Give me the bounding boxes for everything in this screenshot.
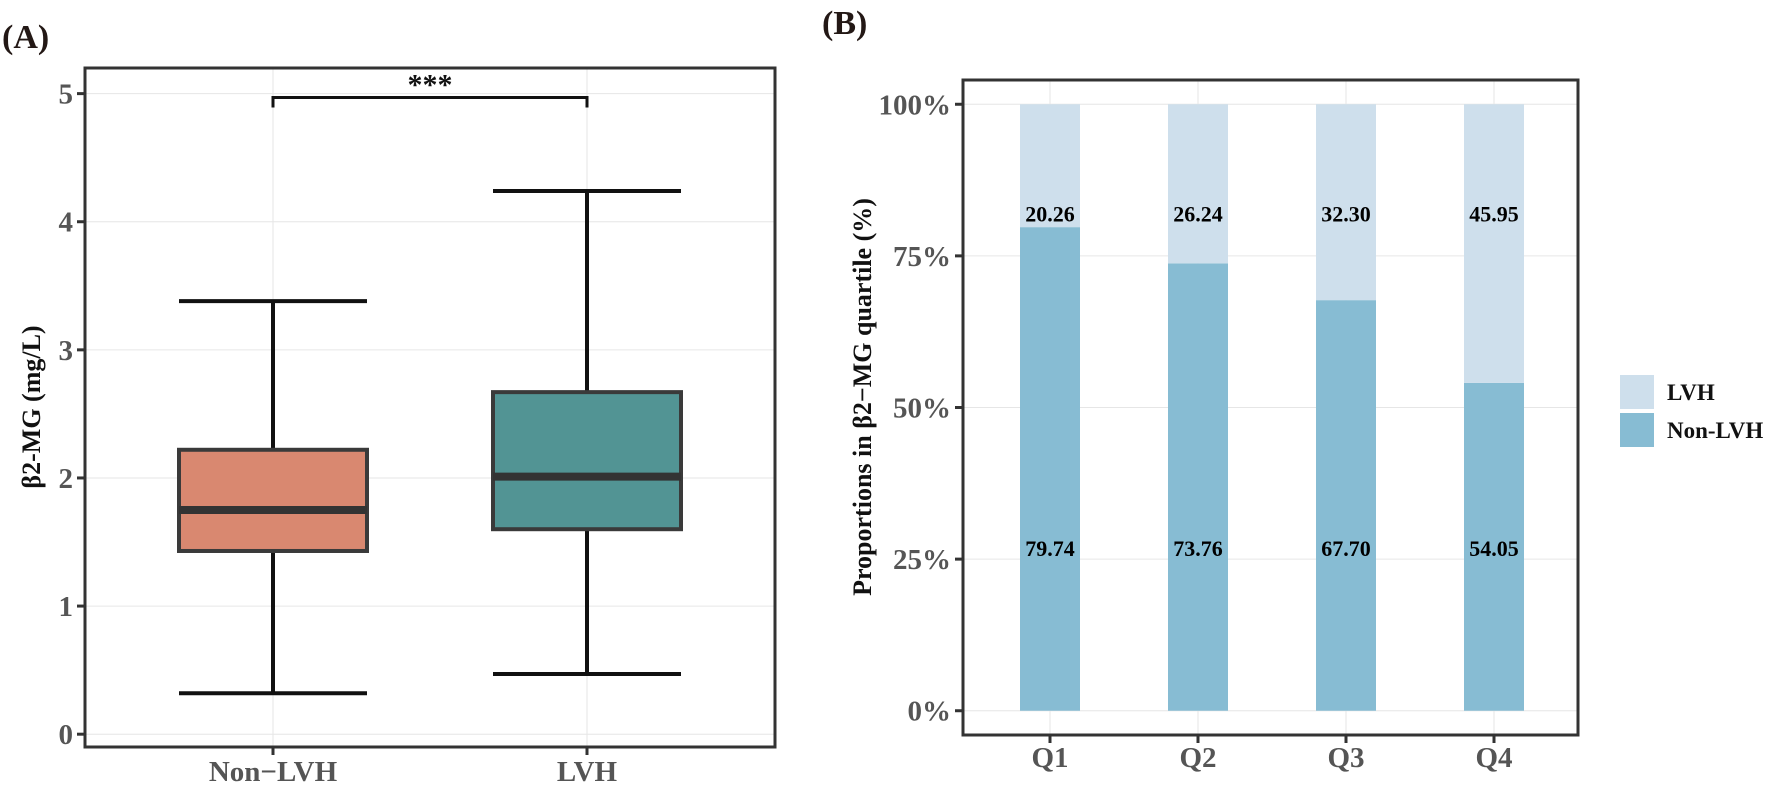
panel-a-y-tick-label: 3 <box>59 335 74 367</box>
bar-data-label: 20.26 <box>1025 201 1075 226</box>
bar-data-label: 26.24 <box>1173 201 1223 226</box>
panel-a-x-ticks: Non−LVH LVH <box>209 747 618 788</box>
panel-a-y-ticks: 0 1 2 3 4 5 <box>59 79 85 751</box>
bar-data-label: 32.30 <box>1321 201 1371 226</box>
significance-bracket-line <box>271 95 589 108</box>
panel-a: (A) *** 0 1 2 3 4 5 Non−LVH LVH β2-MG (mg/L) <box>2 19 777 788</box>
panel-a-label: (A) <box>2 19 49 56</box>
panel-b-y-tick-label: 100% <box>879 89 952 121</box>
panel-b-x-ticks: Q1 Q2 Q3 Q4 <box>1031 735 1513 774</box>
panel-b-data-labels: 79.74 20.26 73.76 26.24 67.70 32.30 54.05 45.95 <box>1025 201 1519 561</box>
panel-b-label: (B) <box>822 5 867 42</box>
panel-b-y-ticks: 0% 25% 50% 75% 100% <box>879 89 963 728</box>
panel-a-y-tick-label: 1 <box>59 591 74 623</box>
panel-b-y-tick-label: 50% <box>893 393 951 425</box>
panel-a-y-tick-label: 5 <box>59 79 74 111</box>
panel-a-y-tick-label: 4 <box>59 207 74 239</box>
panel-b-legend: LVH Non-LVH <box>1620 375 1763 447</box>
panel-a-x-tick-label: Non−LVH <box>209 756 338 788</box>
box-iqr <box>491 390 683 532</box>
panel-a-y-tick-label: 2 <box>59 463 74 495</box>
box-lvh <box>491 188 683 676</box>
bar-q2-lvh <box>1168 104 1228 264</box>
bar-q4-non-lvh <box>1464 382 1524 711</box>
legend-label-non-lvh: Non-LVH <box>1667 418 1763 443</box>
panel-a-boxes <box>177 188 683 696</box>
bar-q1-lvh <box>1020 104 1080 228</box>
panel-b-x-tick-label: Q4 <box>1475 742 1512 774</box>
legend-label-lvh: LVH <box>1667 380 1715 405</box>
panel-a-x-tick-label: LVH <box>557 756 618 788</box>
bar-data-label: 67.70 <box>1321 536 1371 561</box>
panel-b-y-axis-title: Proportions in β2−MG quartile (%) <box>848 198 877 596</box>
bar-data-label: 79.74 <box>1025 536 1075 561</box>
panel-a-plot-border <box>83 66 777 749</box>
panel-b-x-tick-label: Q1 <box>1031 742 1068 774</box>
panel-b-bars <box>1020 104 1524 711</box>
bar-data-label: 45.95 <box>1469 201 1519 226</box>
panel-b-y-tick-label: 75% <box>893 241 951 273</box>
panel-b-y-tick-label: 0% <box>908 696 952 728</box>
panel-b-x-tick-label: Q3 <box>1327 742 1364 774</box>
bar-data-label: 73.76 <box>1173 536 1223 561</box>
bar-data-label: 54.05 <box>1469 536 1519 561</box>
bar-q4-lvh <box>1464 104 1524 383</box>
panel-b-y-tick-label: 25% <box>893 544 951 576</box>
bar-q1-non-lvh <box>1020 227 1080 711</box>
box-iqr <box>177 447 369 553</box>
box-non-lvh <box>177 299 369 696</box>
bar-q3-lvh <box>1316 104 1376 301</box>
significance-stars: *** <box>408 68 453 101</box>
panel-a-y-axis-title: β2-MG (mg/L) <box>17 325 46 488</box>
legend-swatch-non-lvh <box>1620 413 1654 447</box>
significance-bracket: *** <box>271 68 589 108</box>
legend-swatch-lvh <box>1620 375 1654 409</box>
bar-q3-non-lvh <box>1316 300 1376 711</box>
bar-q2-non-lvh <box>1168 263 1228 711</box>
panel-b: (B) 79.74 20.26 73.76 26.24 67.70 32.30 54.05 4… <box>822 5 1763 774</box>
panel-a-y-tick-label: 0 <box>59 719 74 751</box>
panel-b-x-tick-label: Q2 <box>1179 742 1216 774</box>
